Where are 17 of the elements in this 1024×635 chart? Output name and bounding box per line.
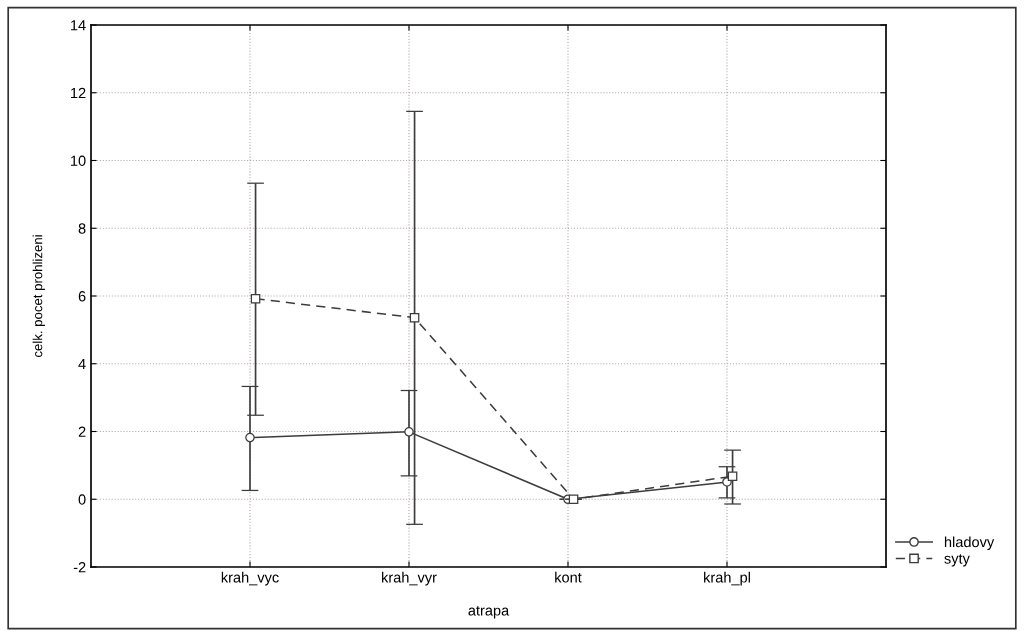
x-tick-label: krah_pl <box>704 571 750 586</box>
y-axis-title: celk. pocet prohlizeni <box>32 235 45 358</box>
y-tick-label: 0 <box>78 494 86 505</box>
legend-label: syty <box>944 554 970 567</box>
y-tick-label: 14 <box>71 20 86 31</box>
y-tick-label: 12 <box>71 87 86 99</box>
x-axis-title: atrapa <box>468 606 510 619</box>
y-tick-label: 4 <box>78 359 86 370</box>
legend-label: hladovy <box>944 536 995 551</box>
y-tick-label: 2 <box>78 426 86 437</box>
x-tick-label: krah_vyc <box>221 571 279 586</box>
y-tick-label: 8 <box>78 223 86 234</box>
x-tick-label: kont <box>555 571 582 583</box>
x-tick-label: krah_vyr <box>382 571 437 586</box>
y-tick-label: 6 <box>78 291 86 302</box>
y-tick-label: 10 <box>71 155 86 166</box>
y-tick-label: -2 <box>73 562 86 573</box>
